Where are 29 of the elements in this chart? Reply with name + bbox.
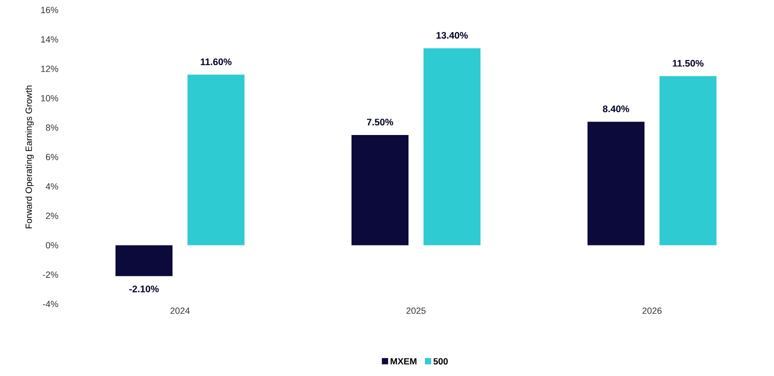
- y-tick-label: 4%: [46, 183, 58, 190]
- y-tick-label: -2%: [42, 271, 58, 278]
- bar: [424, 48, 481, 246]
- y-tick-label: 6%: [46, 154, 58, 160]
- data-label: -2.10%: [129, 286, 159, 292]
- y-tick-label: 12%: [41, 66, 58, 72]
- y-tick-label: 8%: [46, 124, 58, 131]
- y-tick-label: 10%: [41, 95, 58, 102]
- bar: [116, 245, 172, 276]
- y-axis-title: Forward Operating Earnings Growth: [25, 86, 34, 228]
- x-tick-label: 2024: [170, 308, 190, 314]
- legend-label: 500: [433, 358, 448, 365]
- y-tick-label: 2%: [46, 212, 58, 219]
- legend-label: MXEM: [390, 358, 416, 364]
- data-label: 13.40%: [436, 32, 468, 39]
- bar: [352, 134, 409, 246]
- data-label: 7.50%: [366, 118, 394, 126]
- data-label: 11.60%: [200, 58, 232, 66]
- data-label: 8.40%: [602, 105, 630, 112]
- bar: [188, 74, 244, 246]
- x-tick-label: 2025: [406, 308, 426, 314]
- y-tick-label: 0%: [46, 242, 58, 248]
- y-tick-label: -4%: [42, 300, 58, 308]
- y-tick-label: 14%: [41, 36, 58, 43]
- data-label: 11.50%: [672, 60, 704, 67]
- bar: [660, 76, 717, 246]
- x-tick-label: 2026: [642, 308, 662, 314]
- bar: [588, 122, 645, 246]
- y-tick-label: 16%: [41, 6, 58, 14]
